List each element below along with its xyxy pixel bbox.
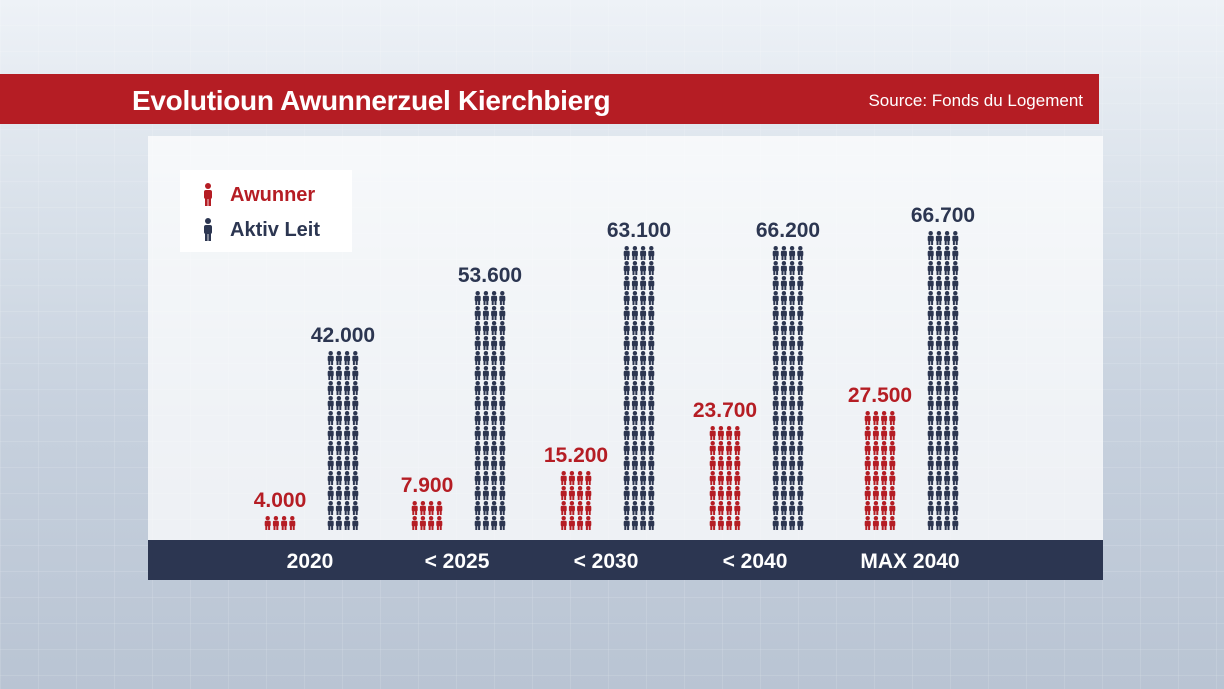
bar-aktiv-leit-4 bbox=[927, 231, 959, 530]
data-label-aktiv-leit-4: 66.700 bbox=[911, 204, 975, 227]
bar-awunner-1 bbox=[411, 501, 443, 530]
chart-title: Evolutioun Awunnerzuel Kierchbierg bbox=[132, 85, 611, 116]
data-label-awunner-4: 27.500 bbox=[848, 384, 912, 407]
legend-label-aktiv-leit: Aktiv Leit bbox=[230, 218, 321, 241]
data-label-awunner-3: 23.700 bbox=[693, 399, 757, 422]
data-label-aktiv-leit-3: 66.200 bbox=[756, 219, 820, 242]
title-bar: Evolutioun Awunnerzuel Kierchbierg Sourc… bbox=[0, 74, 1099, 124]
legend-label-awunner: Awunner bbox=[230, 183, 316, 206]
legend: Awunner Aktiv Leit bbox=[180, 170, 352, 252]
bar-awunner-2 bbox=[560, 471, 592, 530]
x-axis-bar bbox=[148, 540, 1103, 580]
data-label-awunner-2: 15.200 bbox=[544, 444, 608, 467]
x-tick-label-3: < 2040 bbox=[723, 550, 788, 573]
x-tick-label-2: < 2030 bbox=[574, 550, 639, 573]
data-label-awunner-0: 4.000 bbox=[254, 489, 307, 512]
data-label-awunner-1: 7.900 bbox=[401, 474, 454, 497]
person-red-icon bbox=[204, 183, 212, 206]
data-label-aktiv-leit-0: 42.000 bbox=[311, 324, 375, 347]
bar-aktiv-leit-2 bbox=[623, 246, 655, 530]
bar-awunner-0 bbox=[264, 516, 296, 530]
person-navy-icon bbox=[204, 218, 212, 241]
x-tick-label-0: 2020 bbox=[287, 550, 334, 573]
data-label-aktiv-leit-2: 63.100 bbox=[607, 219, 671, 242]
bar-awunner-3 bbox=[709, 426, 741, 530]
legend-item-awunner: Awunner bbox=[202, 180, 315, 210]
source-note: Source: Fonds du Logement bbox=[868, 91, 1083, 110]
bar-awunner-4 bbox=[864, 411, 896, 530]
x-tick-label-1: < 2025 bbox=[425, 550, 490, 573]
x-tick-label-4: MAX 2040 bbox=[860, 550, 959, 573]
data-label-aktiv-leit-1: 53.600 bbox=[458, 264, 522, 287]
bar-aktiv-leit-1 bbox=[474, 291, 506, 530]
bar-aktiv-leit-0 bbox=[327, 351, 359, 530]
bar-aktiv-leit-3 bbox=[772, 246, 804, 530]
legend-item-aktiv-leit: Aktiv Leit bbox=[202, 215, 320, 245]
